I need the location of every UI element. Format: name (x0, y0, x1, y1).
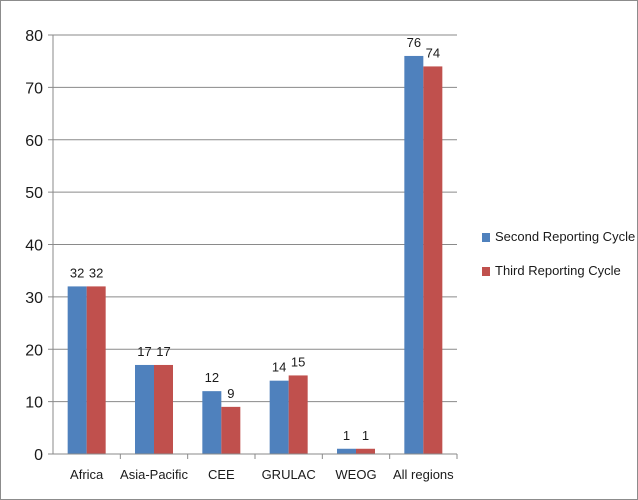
bar (154, 364, 173, 454)
y-tick-label: 30 (25, 290, 43, 307)
legend: Second Reporting Cycle Third Reporting Cy… (482, 229, 635, 278)
bar (269, 380, 289, 454)
x-category-label: WEOG (335, 467, 376, 482)
bar (202, 391, 222, 454)
legend-label: Third Reporting Cycle (495, 263, 621, 278)
legend-label: Second Reporting Cycle (495, 229, 635, 244)
x-category-label: CEE (208, 467, 235, 482)
legend-swatch (482, 267, 490, 276)
bar (135, 364, 154, 454)
bar (67, 286, 87, 454)
bar (423, 66, 443, 455)
x-category-label: GRULAC (262, 467, 316, 482)
data-labels: 32 32 17 17 12 9 14 15 1 1 76 74 (70, 35, 440, 443)
x-category-label: Africa (70, 467, 104, 482)
data-label: 76 (407, 35, 421, 50)
bar (288, 375, 308, 454)
bar (356, 448, 375, 454)
gridlines (53, 34, 457, 403)
bar (337, 448, 356, 454)
data-label: 1 (343, 428, 350, 443)
bar (86, 286, 106, 454)
data-label: 12 (205, 370, 219, 385)
bar (221, 406, 241, 454)
y-tick-label: 20 (25, 342, 43, 359)
data-label: 32 (70, 265, 84, 280)
y-tick-label: 0 (34, 447, 43, 464)
data-label: 9 (227, 386, 234, 401)
data-label: 14 (272, 360, 286, 375)
y-tick-label: 60 (25, 133, 43, 150)
data-label: 74 (426, 45, 440, 60)
data-label: 15 (291, 354, 305, 369)
x-category-label: All regions (393, 467, 454, 482)
y-axis: 0 10 20 30 40 50 60 70 80 (25, 28, 54, 464)
y-tick-label: 40 (25, 238, 43, 255)
legend-swatch (482, 233, 490, 242)
data-label: 17 (137, 344, 151, 359)
bars (67, 55, 443, 455)
y-tick-label: 50 (25, 185, 43, 202)
data-label: 1 (362, 428, 369, 443)
data-label: 32 (89, 265, 103, 280)
bar (404, 55, 424, 454)
x-category-label: Asia-Pacific (120, 467, 188, 482)
y-tick-label: 10 (25, 395, 43, 412)
data-label: 17 (156, 344, 170, 359)
y-tick-label: 80 (25, 28, 43, 45)
y-tick-label: 70 (25, 80, 43, 97)
x-axis: Africa Asia-Pacific CEE GRULAC WEOG All regio… (53, 453, 458, 482)
